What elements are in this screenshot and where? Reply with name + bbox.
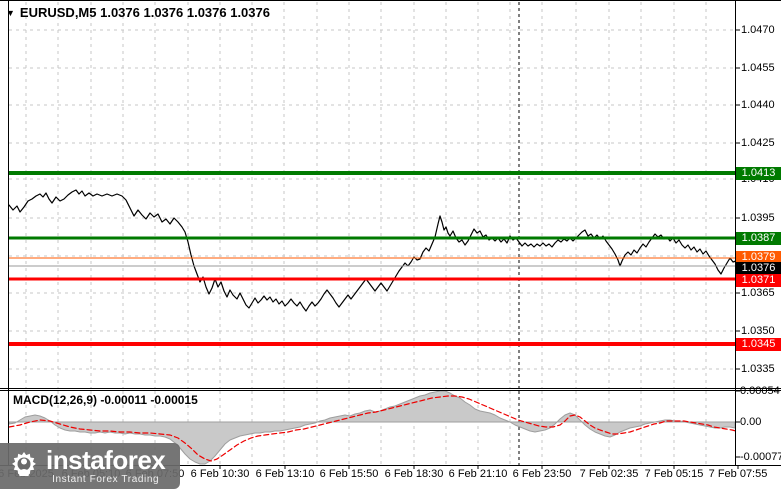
time-scale-label: 6 Feb 21:10 — [448, 468, 508, 480]
macd-signal-line — [8, 395, 737, 462]
instaforex-logo-text: instaforex Instant Forex Trading — [46, 445, 166, 485]
macd-scale-label: 0.00 — [740, 416, 762, 428]
symbol-ohlc-label: EURUSD,M5 1.0376 1.0376 1.0376 1.0376 — [19, 5, 270, 20]
price-scale-label: 1.0455 — [741, 62, 775, 74]
instaforex-logo-icon — [12, 452, 36, 476]
time-scale-label: 6 Feb 10:30 — [190, 468, 250, 480]
price-level-box-1.0376: 1.0376 — [736, 261, 781, 275]
price-level-box-1.0379: 1.0379 — [736, 250, 781, 264]
price-level-box-1.0371: 1.0371 — [736, 273, 781, 287]
price-scale-label: 1.0425 — [741, 137, 775, 149]
instaforex-watermark: instaforex Instant Forex Trading — [0, 443, 180, 489]
price-scale-label: 1.0470 — [741, 24, 775, 36]
macd-scale-label: 0.00054 — [740, 385, 780, 397]
price-line — [8, 189, 737, 312]
time-scale-label: 6 Feb 15:50 — [319, 468, 379, 480]
time-scale-label: 6 Feb 18:30 — [384, 468, 444, 480]
time-scale-label: 6 Feb 23:50 — [512, 468, 572, 480]
price-level-box-1.0387: 1.0387 — [736, 231, 781, 245]
time-scale-label: 6 Feb 13:10 — [255, 468, 315, 480]
chart-header: ▼ EURUSD,M5 1.0376 1.0376 1.0376 1.0376 — [6, 5, 270, 20]
macd-scale-label: -0.00077 — [740, 451, 781, 463]
time-scale-label: 7 Feb 07:55 — [708, 468, 768, 480]
time-scale-label: 7 Feb 05:15 — [644, 468, 704, 480]
price-scale-label: 1.0395 — [741, 212, 775, 224]
price-level-box-1.0413: 1.0413 — [736, 166, 781, 180]
dropdown-icon[interactable]: ▼ — [6, 8, 15, 18]
price-scale-label: 1.0365 — [741, 287, 775, 299]
time-scale-label: 7 Feb 02:35 — [579, 468, 639, 480]
price-scale-label: 1.0350 — [741, 325, 775, 337]
price-level-box-1.0345: 1.0345 — [736, 337, 781, 351]
macd-indicator-label: MACD(12,26,9) -0.00011 -0.00015 — [13, 393, 198, 407]
price-scale-label: 1.0335 — [741, 363, 775, 375]
price-scale-label: 1.0440 — [741, 99, 775, 111]
brand-tagline: Instant Forex Trading — [52, 474, 160, 485]
brand-name: instaforex — [46, 445, 166, 475]
